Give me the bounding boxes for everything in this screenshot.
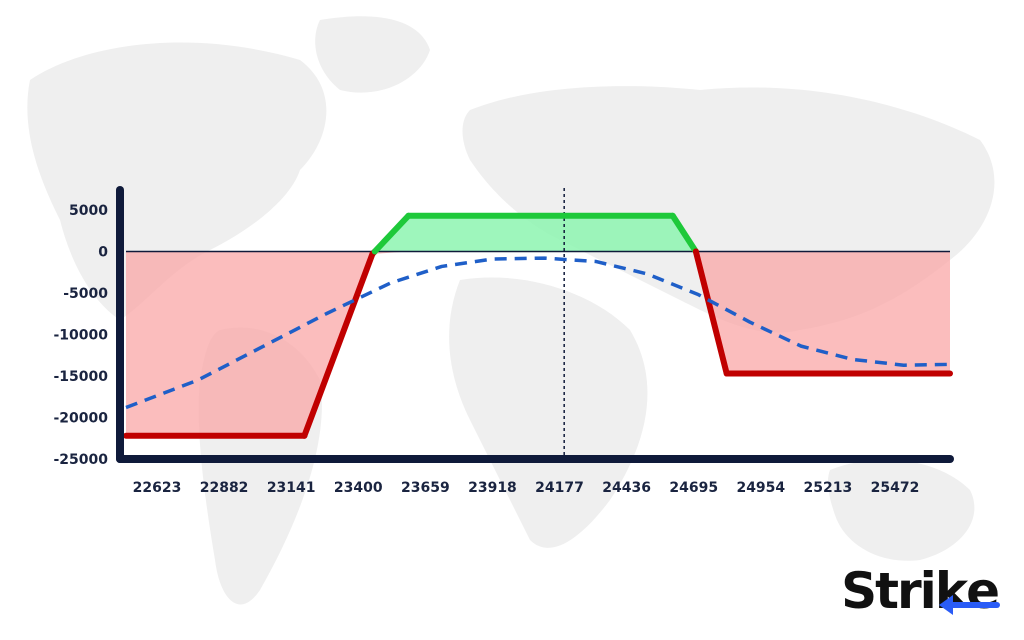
y-tick-label: -20000 [53,411,108,427]
logo-text-start: Stri [841,562,937,620]
x-tick-label: 23918 [468,480,517,496]
x-tick-label: 24436 [602,480,651,496]
series-layer [123,212,953,439]
plot-area: 5000 0 -5000 -10000 -15000 -20000 -25000 22623… [53,186,954,496]
payoff-line-segment [692,248,730,377]
y-tick-labels: 5000 0 -5000 -10000 -15000 -20000 -25000 [53,203,108,468]
strike-logo: Stri k e [841,562,1001,622]
x-tick-label: 22623 [133,480,182,496]
x-tick-label: 24177 [535,480,584,496]
payoff-line-segment [371,212,412,255]
logo-arrow-icon [938,595,953,615]
y-tick-label: -10000 [53,328,108,344]
x-tick-label: 24954 [736,480,785,496]
x-tick-label: 23659 [401,480,450,496]
y-tick-label: 5000 [69,203,108,219]
logo-letter-k: k [935,562,1001,620]
x-tick-label: 22882 [200,480,249,496]
x-tick-label: 25472 [871,480,920,496]
x-tick-label: 23141 [267,480,316,496]
x-tick-label: 23400 [334,480,383,496]
loss-region [126,251,950,436]
logo-text-end: e [966,562,1000,620]
y-tick-label: 0 [98,245,108,261]
y-tick-label: -5000 [63,286,108,302]
y-tick-label: -25000 [53,452,108,468]
x-tick-label: 24695 [669,480,718,496]
y-tick-label: -15000 [53,369,108,385]
payoff-line-segment [301,250,376,439]
expiry-curve-dashed [125,256,951,410]
payoff-line-segment [669,212,699,255]
profit-region [126,215,950,252]
x-tick-labels: 22623 22882 23141 23400 23659 23918 24177 24436… [133,480,920,496]
x-tick-label: 25213 [804,480,853,496]
